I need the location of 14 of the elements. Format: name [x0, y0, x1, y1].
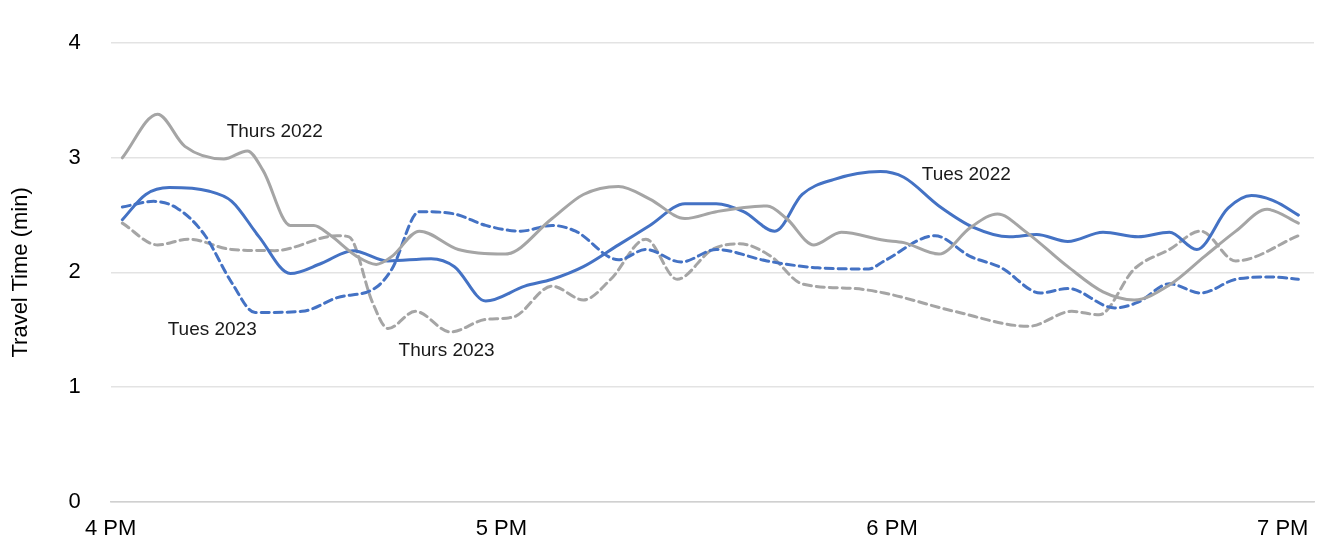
- y-tick-label: 4: [68, 29, 81, 55]
- y-tick-label: 0: [68, 487, 81, 513]
- x-tick-label: 5 PM: [475, 514, 528, 540]
- y-tick-label: 1: [68, 373, 81, 399]
- x-tick-label: 6 PM: [866, 514, 918, 540]
- series-label: Tues 2023: [167, 317, 257, 339]
- series-label: Thurs 2022: [226, 119, 323, 141]
- y-tick-label: 3: [68, 143, 81, 169]
- series-label: Thurs 2023: [398, 338, 495, 360]
- y-axis-title: Travel Time (min): [7, 187, 33, 358]
- x-tick-label: 7 PM: [1257, 514, 1309, 540]
- y-tick-label: 2: [68, 258, 81, 284]
- series-label: Tues 2022: [921, 163, 1011, 185]
- x-tick-label: 4 PM: [84, 514, 137, 540]
